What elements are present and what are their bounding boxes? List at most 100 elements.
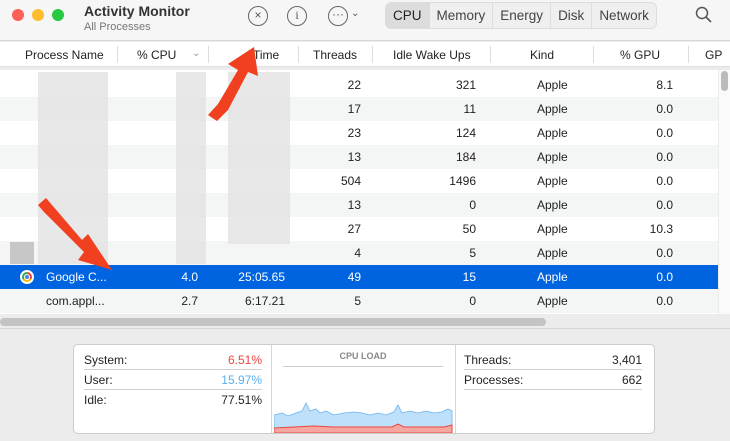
cell-kind: Apple <box>537 198 568 212</box>
cell-gpu: 0.0 <box>656 270 673 284</box>
cell-idle: 1496 <box>449 174 476 188</box>
cell-idle: 184 <box>455 150 476 164</box>
cell-idle: 124 <box>455 126 476 140</box>
info-icon[interactable]: i <box>287 6 307 26</box>
cell-kind: Apple <box>537 246 568 260</box>
process-table: 22 321 Apple 8.1 17 11 Apple 0.0 23 124 Apple 0.0 13… <box>0 70 718 314</box>
column-cpu[interactable]: % CPU <box>137 48 177 62</box>
cell-kind: Apple <box>537 174 568 188</box>
cell-threads: 5 <box>354 294 361 308</box>
sort-chevron-icon: ⌄ <box>192 48 201 59</box>
redacted-region <box>10 242 34 264</box>
table-row[interactable]: com.appl... 2.7 6:17.21 5 0 Apple 0.0 <box>0 289 718 313</box>
divider <box>283 366 443 367</box>
table-row[interactable]: 13 0 Apple 0.0 <box>0 193 718 217</box>
divider <box>455 345 456 433</box>
system-load-area <box>274 423 453 433</box>
window-title: Activity Monitor <box>84 3 190 19</box>
divider <box>271 345 272 433</box>
idle-value: 77.51% <box>221 393 262 407</box>
cell-idle: 11 <box>463 102 476 116</box>
column-separator <box>490 46 491 63</box>
cell-gpu: 0.0 <box>656 198 673 212</box>
zoom-window-button[interactable] <box>52 9 64 21</box>
tab-disk[interactable]: Disk <box>551 3 593 28</box>
close-window-button[interactable] <box>12 9 24 21</box>
column-kind[interactable]: Kind <box>530 48 555 62</box>
cell-threads: 27 <box>347 222 361 236</box>
column-gpu[interactable]: % GPU <box>620 48 661 62</box>
user-label: User: <box>84 373 113 387</box>
processes-stat: Processes: 662 <box>464 370 642 390</box>
cell-kind: Apple <box>537 78 568 92</box>
cpu-summary-panel: System: 6.51% User: 15.97% Idle: 77.51% … <box>73 344 655 434</box>
cell-threads: 17 <box>347 102 361 116</box>
system-stat: System: 6.51% <box>84 350 262 370</box>
system-value: 6.51% <box>227 353 262 367</box>
column-idle-wake-ups[interactable]: Idle Wake Ups <box>393 48 471 62</box>
cell-gpu: 0.0 <box>656 102 673 116</box>
table-header: Process Name % CPU ⌄ Time Threads Idle W… <box>0 42 730 67</box>
ellipsis-circle-icon[interactable]: ··· <box>328 6 348 26</box>
horizontal-scrollbar[interactable] <box>0 318 546 326</box>
cell-kind: Apple <box>537 294 568 308</box>
column-gpu-time[interactable]: GP <box>705 48 723 62</box>
user-value: 15.97% <box>221 373 262 387</box>
table-row[interactable]: 17 11 Apple 0.0 <box>0 97 718 121</box>
chevron-down-icon[interactable]: ⌄ <box>351 8 360 19</box>
column-threads[interactable]: Threads <box>313 48 358 62</box>
tab-energy[interactable]: Energy <box>493 3 552 28</box>
cell-cpu: 2.7 <box>181 294 198 308</box>
redacted-region <box>176 72 206 264</box>
cpu-load-title: CPU LOAD <box>339 351 387 361</box>
cell-gpu: 0.0 <box>656 294 673 308</box>
cell-idle: 321 <box>455 78 476 92</box>
redacted-region <box>228 72 290 244</box>
table-row[interactable]: 27 50 Apple 10.3 <box>0 217 718 241</box>
cell-kind: Apple <box>537 102 568 116</box>
vertical-scrollbar[interactable] <box>719 70 730 314</box>
magnifier-icon[interactable] <box>695 6 713 24</box>
cell-kind: Apple <box>537 222 568 236</box>
tab-network[interactable]: Network <box>599 8 649 23</box>
table-row[interactable]: 13 184 Apple 0.0 <box>0 145 718 169</box>
cell-kind: Apple <box>537 150 568 164</box>
column-process-name[interactable]: Process Name <box>25 48 104 62</box>
column-cpu-time[interactable]: Time <box>253 48 280 62</box>
tab-bar: CPU Memory Energy Disk Network <box>385 2 657 29</box>
cpu-load-graph <box>274 402 453 433</box>
cell-threads: 49 <box>347 270 361 284</box>
redacted-region <box>38 72 108 264</box>
cell-threads: 23 <box>347 126 361 140</box>
table-row[interactable]: 4 5 Apple 0.0 <box>0 241 718 265</box>
column-separator <box>372 46 373 63</box>
table-row[interactable]: 504 1496 Apple 0.0 <box>0 169 718 193</box>
table-row[interactable]: Google C... 4.0 25:05.65 49 15 Apple 0.0 <box>0 265 718 289</box>
user-load-area <box>274 402 453 433</box>
table-row[interactable]: 23 124 Apple 0.0 <box>0 121 718 145</box>
tab-memory[interactable]: Memory <box>430 3 494 28</box>
chrome-icon <box>20 270 34 284</box>
threads-label: Threads: <box>464 353 512 367</box>
minimize-window-button[interactable] <box>32 9 44 21</box>
threads-stat: Threads: 3,401 <box>464 350 642 370</box>
cell-cpu: 4.0 <box>181 270 198 284</box>
vertical-scroll-thumb[interactable] <box>721 71 728 91</box>
tab-cpu[interactable]: CPU <box>386 3 430 28</box>
x-circle-icon[interactable]: × <box>248 6 268 26</box>
cell-gpu: 0.0 <box>656 246 673 260</box>
column-separator <box>298 46 299 63</box>
cell-name: com.appl... <box>46 294 105 308</box>
cell-threads: 22 <box>347 78 361 92</box>
user-stat: User: 15.97% <box>84 370 262 390</box>
column-separator <box>117 46 118 63</box>
cell-gpu: 8.1 <box>656 78 673 92</box>
table-row[interactable]: 22 321 Apple 8.1 <box>0 73 718 97</box>
system-label: System: <box>84 353 128 367</box>
column-separator <box>688 46 689 63</box>
cell-gpu: 10.3 <box>649 222 673 236</box>
cell-time: 6:17.21 <box>244 294 285 308</box>
column-separator <box>593 46 594 63</box>
cell-idle: 50 <box>462 222 476 236</box>
cell-idle: 0 <box>469 198 476 212</box>
